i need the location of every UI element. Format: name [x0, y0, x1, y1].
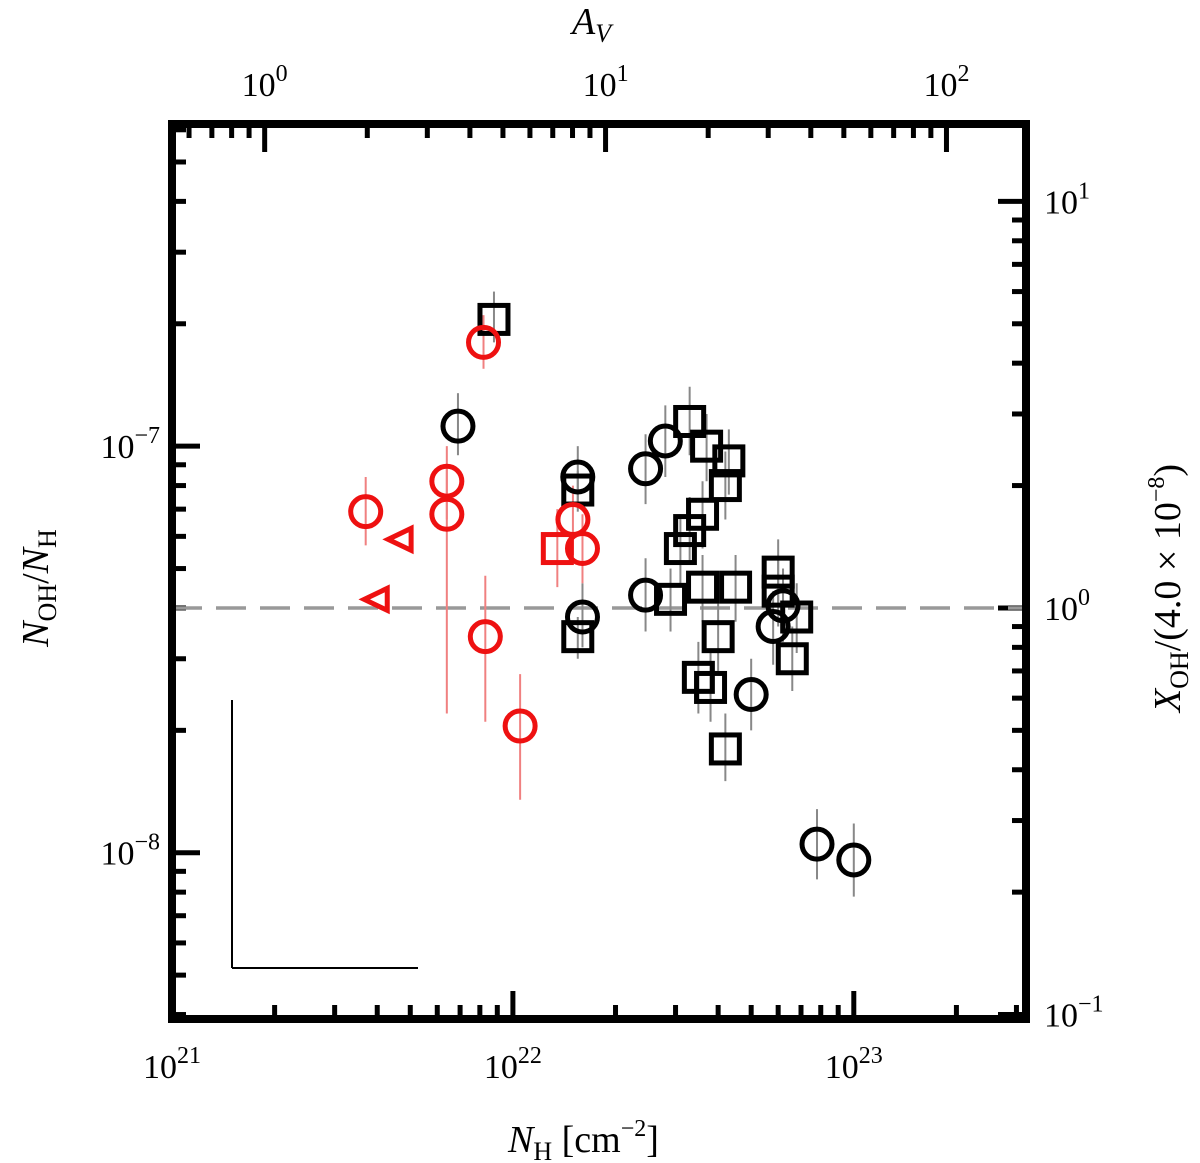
- scale-bar: [231, 700, 418, 969]
- tick-labels: 1021 1022 1023 100 101 102 10−7 10−8 101 100 10−1: [100, 61, 1103, 1086]
- left-tick-label: 10−7: [100, 423, 160, 466]
- data-markers: [348, 302, 872, 878]
- data-point-circle: [564, 531, 600, 567]
- data-point-square: [701, 620, 735, 654]
- data-point-circle: [502, 708, 538, 744]
- top-tick-label: 100: [242, 61, 288, 104]
- bottom-tick-label: 1022: [484, 1043, 542, 1086]
- data-point-circle: [467, 619, 503, 655]
- data-point-circle: [647, 423, 683, 459]
- data-point-circle: [733, 677, 769, 713]
- data-point-circle: [628, 451, 664, 487]
- left-tick-label: 10−8: [100, 830, 160, 873]
- data-point-circle: [466, 324, 502, 360]
- plot-frame: [168, 120, 1030, 1023]
- minor-tick-marks: [169, 124, 1026, 1019]
- data-point-square: [708, 469, 742, 503]
- data-point-circle: [348, 494, 384, 530]
- svg-text:NOH/NH: NOH/NH: [15, 529, 62, 648]
- data-point-square: [775, 642, 809, 676]
- top-axis-title: AV: [569, 1, 614, 48]
- data-point-square: [719, 570, 753, 604]
- data-point-circle: [765, 588, 801, 624]
- data-point-square: [686, 570, 720, 604]
- data-point-circle: [564, 599, 600, 635]
- top-tick-label: 101: [583, 61, 629, 104]
- data-point-circle: [429, 463, 465, 499]
- data-point-square: [540, 532, 574, 566]
- data-point-square: [673, 404, 707, 438]
- data-point-triangle: [382, 524, 414, 555]
- right-tick-label: 101: [1044, 178, 1090, 221]
- data-point-square: [663, 532, 697, 566]
- bottom-axis-title: NH [cm−2]: [507, 1116, 659, 1163]
- data-point-square: [712, 444, 746, 478]
- error-bars: [364, 291, 855, 897]
- data-point-square: [761, 555, 795, 589]
- data-point-circle: [628, 577, 664, 613]
- right-tick-label: 100: [1044, 585, 1090, 628]
- data-point-square: [561, 620, 595, 654]
- data-point-circle: [429, 496, 465, 532]
- data-point-circle: [755, 609, 791, 645]
- data-point-circle: [440, 408, 476, 444]
- data-point-circle: [560, 459, 596, 495]
- data-point-square: [708, 732, 742, 766]
- data-point-triangle: [358, 584, 390, 615]
- data-point-square: [654, 582, 688, 616]
- right-axis-title: XOH/(4.0 × 10−8): [1144, 464, 1194, 714]
- left-axis-title: NOH/NH: [15, 529, 62, 648]
- bottom-tick-label: 1021: [143, 1043, 201, 1086]
- data-point-circle: [836, 842, 872, 878]
- data-point-square: [673, 514, 707, 548]
- data-point-square: [694, 670, 728, 704]
- bottom-tick-label: 1023: [825, 1043, 883, 1086]
- top-tick-label: 102: [923, 61, 969, 104]
- right-tick-label: 10−1: [1044, 992, 1104, 1035]
- svg-text:XOH/(4.0 × 10−8): XOH/(4.0 × 10−8): [1144, 464, 1194, 714]
- data-point-circle: [799, 826, 835, 862]
